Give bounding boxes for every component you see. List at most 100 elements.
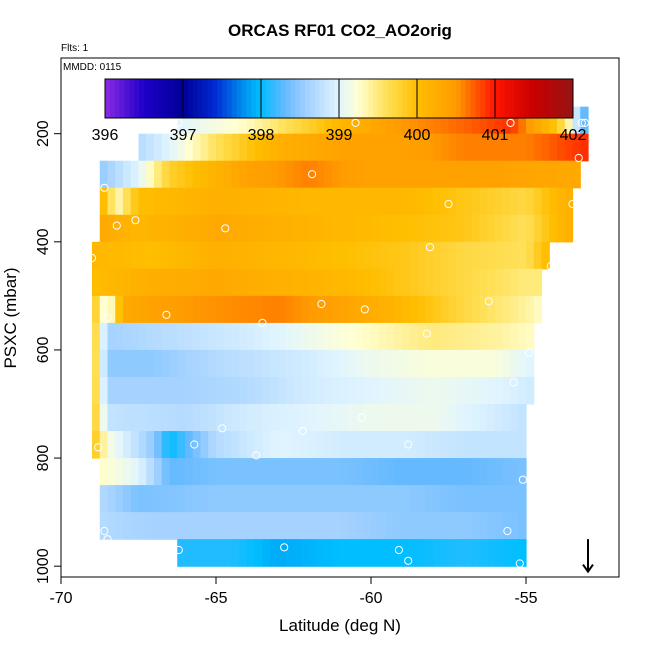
heatmap-cell bbox=[316, 376, 326, 405]
heatmap-cell bbox=[417, 376, 426, 405]
heatmap-cell bbox=[402, 187, 411, 216]
heatmap-cell bbox=[495, 458, 504, 486]
heatmap-cell bbox=[200, 241, 209, 270]
heatmap-cell bbox=[123, 485, 132, 513]
heatmap-cell bbox=[262, 512, 271, 540]
heatmap-cell bbox=[394, 376, 403, 405]
heatmap-cell bbox=[278, 214, 287, 243]
heatmap-cell bbox=[510, 133, 519, 162]
heatmap-cell bbox=[355, 376, 364, 405]
heatmap-cell bbox=[402, 485, 411, 513]
heatmap-cell bbox=[278, 106, 287, 135]
heatmap-cell bbox=[340, 404, 349, 432]
heatmap-cell bbox=[208, 187, 217, 216]
heatmap-cell bbox=[200, 322, 209, 351]
heatmap-cell bbox=[185, 485, 194, 513]
heatmap-cell bbox=[185, 376, 194, 405]
heatmap-cell bbox=[309, 268, 318, 297]
colorbar-segment bbox=[446, 79, 452, 118]
heatmap-cell bbox=[231, 349, 240, 378]
heatmap-cell bbox=[316, 458, 326, 486]
colorbar-segment bbox=[431, 79, 438, 118]
colorbar-segment bbox=[563, 79, 569, 118]
heatmap-cell bbox=[92, 349, 101, 378]
heatmap-cell bbox=[247, 431, 256, 459]
heatmap-cell bbox=[332, 512, 341, 540]
heatmap-cell bbox=[301, 241, 310, 270]
heatmap-cell bbox=[464, 214, 473, 243]
heatmap-cell bbox=[107, 376, 116, 405]
heatmap-cell bbox=[464, 241, 473, 270]
heatmap-cell bbox=[371, 431, 380, 459]
heatmap-cell bbox=[301, 187, 310, 216]
flight-marker bbox=[484, 297, 493, 306]
heatmap-cell bbox=[557, 187, 566, 216]
heatmap-cell bbox=[262, 295, 271, 324]
colorbar-segment bbox=[187, 79, 194, 118]
heatmap-cell bbox=[107, 295, 116, 324]
heatmap-cell bbox=[270, 214, 279, 243]
heatmap-cell bbox=[371, 376, 380, 405]
heatmap-cell bbox=[138, 458, 147, 486]
heatmap-cell bbox=[340, 485, 349, 513]
heatmap-cell bbox=[247, 268, 256, 297]
heatmap-cell bbox=[448, 431, 457, 459]
heatmap-cell bbox=[316, 431, 326, 459]
heatmap-cell bbox=[239, 376, 248, 405]
heatmap-cell bbox=[448, 160, 457, 189]
colorbar-segment bbox=[124, 79, 130, 118]
heatmap-cell bbox=[386, 458, 395, 486]
heatmap-cell bbox=[549, 160, 558, 189]
heatmap-cell bbox=[309, 187, 318, 216]
heatmap-cell bbox=[254, 187, 264, 216]
heatmap-cell bbox=[262, 214, 271, 243]
heatmap-cell bbox=[487, 376, 496, 405]
colorbar-segment bbox=[309, 79, 316, 118]
heatmap-cell bbox=[363, 539, 372, 567]
heatmap-cell bbox=[231, 404, 240, 432]
heatmap-cell bbox=[402, 431, 411, 459]
heatmap-cell bbox=[177, 241, 186, 270]
heatmap-cell bbox=[231, 458, 240, 486]
heatmap-cell bbox=[371, 404, 380, 432]
colorbar-segment bbox=[548, 79, 555, 118]
heatmap-cell bbox=[169, 458, 178, 486]
heatmap-cell bbox=[254, 241, 264, 270]
heatmap-cell bbox=[433, 241, 442, 270]
heatmap-cell bbox=[216, 106, 225, 135]
colorbar-segment bbox=[256, 79, 262, 118]
heatmap-cell bbox=[130, 404, 140, 432]
heatmap-cell bbox=[161, 268, 171, 297]
date-label: MMDD: 0115 bbox=[63, 62, 122, 73]
heatmap-cell bbox=[471, 106, 481, 135]
heatmap-cell bbox=[270, 106, 279, 135]
heatmap-cell bbox=[324, 295, 333, 324]
heatmap-cell bbox=[479, 349, 488, 378]
colorbar-segment bbox=[314, 79, 321, 118]
heatmap-cell bbox=[409, 458, 419, 486]
heatmap-cell bbox=[347, 187, 357, 216]
heatmap-cell bbox=[239, 241, 248, 270]
heatmap-cell bbox=[471, 295, 481, 324]
heatmap-cell bbox=[572, 133, 581, 162]
heatmap-cell bbox=[99, 404, 109, 432]
heatmap-cell bbox=[409, 376, 419, 405]
heatmap-cell bbox=[425, 133, 434, 162]
heatmap-cell bbox=[161, 404, 171, 432]
colorbar-segment bbox=[417, 79, 423, 118]
heatmap-cell bbox=[192, 539, 202, 567]
heatmap-cell bbox=[479, 404, 488, 432]
colorbar-segment bbox=[470, 79, 477, 118]
heatmap-cell bbox=[154, 376, 163, 405]
heatmap-cell bbox=[185, 431, 194, 459]
heatmap-cell bbox=[130, 512, 140, 540]
heatmap-cell bbox=[200, 404, 209, 432]
heatmap-cell bbox=[138, 187, 147, 216]
heatmap-cell bbox=[208, 431, 217, 459]
heatmap-cell bbox=[340, 431, 349, 459]
colorbar-segment bbox=[509, 79, 516, 118]
heatmap-cell bbox=[440, 512, 450, 540]
heatmap-cell bbox=[495, 322, 504, 351]
heatmap-cell bbox=[192, 106, 202, 135]
flight-marker bbox=[103, 535, 112, 544]
